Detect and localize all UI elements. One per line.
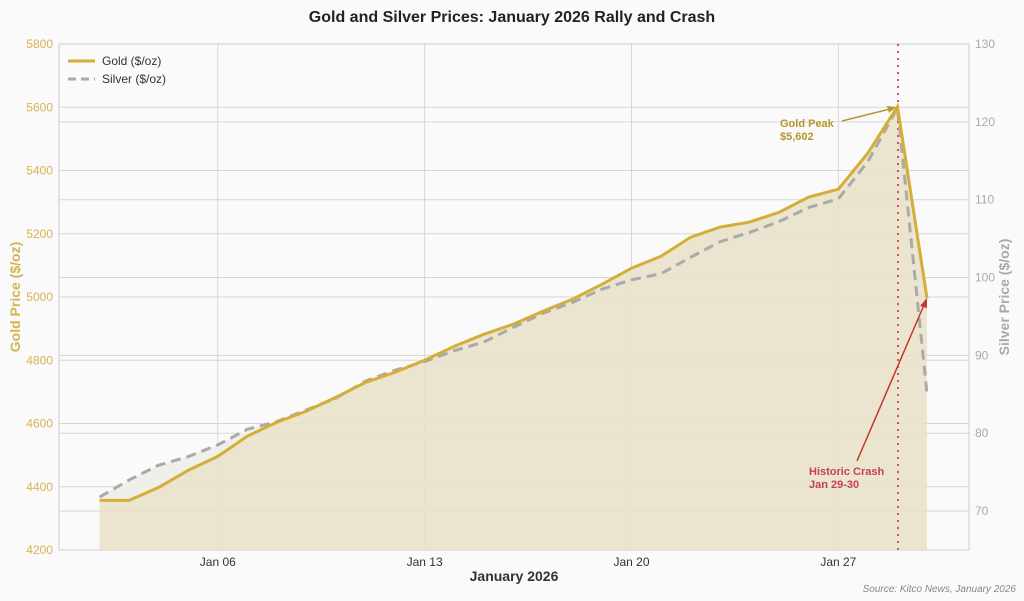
- left-tick-label: 5800: [26, 37, 53, 51]
- crash-label-2: Jan 29-30: [809, 479, 859, 491]
- legend: Gold ($/oz) Silver ($/oz): [68, 54, 166, 86]
- left-tick-label: 4400: [26, 480, 53, 494]
- y-axis-right-label: Silver Price ($/oz): [996, 239, 1012, 356]
- right-tick-label: 70: [975, 504, 989, 518]
- x-tick-label: Jan 13: [407, 555, 443, 569]
- right-tick-label: 80: [975, 426, 989, 440]
- x-tick-label: Jan 27: [820, 555, 856, 569]
- crash-arrow-icon: [920, 298, 927, 308]
- right-tick-label: 110: [975, 193, 994, 207]
- left-tick-label: 5400: [26, 164, 53, 178]
- peak-annotation: Gold Peak $5,602: [780, 106, 896, 143]
- left-tick-label: 5200: [26, 227, 53, 241]
- gold-series-line: [99, 102, 929, 502]
- left-tick-label: 4800: [26, 353, 53, 367]
- peak-label-2: $5,602: [780, 131, 814, 143]
- silver-gap-fill: [99, 421, 277, 501]
- legend-gold-label: Gold ($/oz): [102, 54, 161, 68]
- legend-silver-label: Silver ($/oz): [102, 72, 166, 86]
- chart-title: Gold and Silver Prices: January 2026 Ral…: [309, 9, 715, 26]
- x-tick-label: Jan 06: [200, 555, 236, 569]
- right-tick-label: 100: [975, 271, 995, 285]
- x-tick-label: Jan 20: [613, 555, 649, 569]
- left-tick-label: 4200: [26, 543, 53, 557]
- source-note: Source: Kitco News, January 2026: [863, 584, 1017, 595]
- left-axis-ticks: 4200 4400 4600 4800 5000 5200 5400 5600 5800: [26, 37, 53, 557]
- silver-series-line: [98, 102, 929, 499]
- left-tick-label: 5000: [26, 290, 53, 304]
- crash-label-1: Historic Crash: [809, 466, 884, 478]
- crash-annotation: Historic Crash Jan 29-30: [809, 298, 927, 491]
- x-axis-label: January 2026: [470, 568, 559, 584]
- peak-label-1: Gold Peak: [780, 118, 835, 130]
- peak-arrow-icon: [887, 106, 896, 113]
- right-tick-label: 130: [975, 37, 995, 51]
- left-tick-label: 5600: [26, 100, 53, 114]
- right-axis-ticks: 70 80 90 100 110 120 130: [975, 37, 995, 518]
- y-axis-left-label: Gold Price ($/oz): [7, 242, 23, 352]
- x-axis-ticks: Jan 06 Jan 13 Jan 20 Jan 27: [200, 555, 857, 569]
- left-tick-label: 4600: [26, 417, 53, 431]
- right-tick-label: 120: [975, 115, 995, 129]
- right-tick-label: 90: [975, 348, 989, 362]
